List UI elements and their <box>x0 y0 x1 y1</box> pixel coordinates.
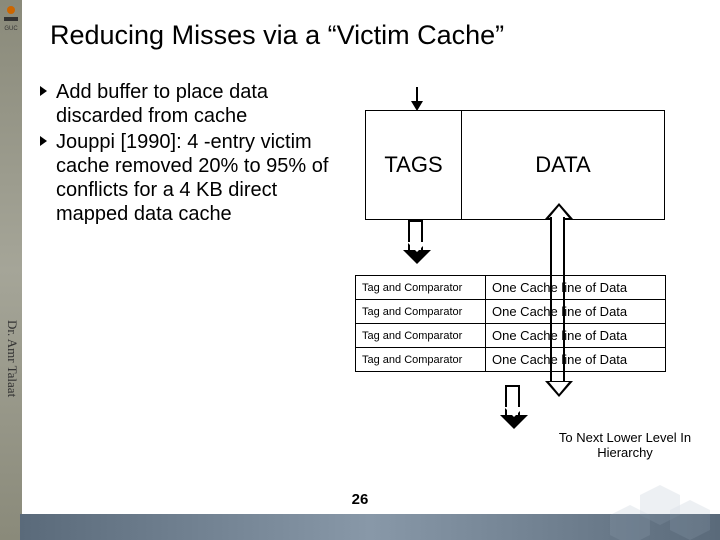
chevron-right-icon <box>38 84 52 98</box>
table-row: Tag and Comparator One Cache line of Dat… <box>356 300 666 324</box>
tags-column-label: TAGS <box>366 111 462 219</box>
bullet-list: Add buffer to place data discarded from … <box>38 80 348 228</box>
guc-logo-icon: GUC <box>2 4 20 34</box>
victim-cache-table: Tag and Comparator One Cache line of Dat… <box>355 275 666 372</box>
cache-line-cell: One Cache line of Data <box>486 276 666 300</box>
cache-line-cell: One Cache line of Data <box>486 324 666 348</box>
bullet-item: Jouppi [1990]: 4 -entry victim cache rem… <box>38 130 348 226</box>
bullet-text: Add buffer to place data discarded from … <box>56 80 348 128</box>
svg-text:GUC: GUC <box>4 26 18 32</box>
victim-cache-diagram: TAGS DATA Tag and Comparator One Cache l… <box>355 95 705 495</box>
cache-line-cell: One Cache line of Data <box>486 300 666 324</box>
hexagon-decoration-icon <box>600 480 720 540</box>
tag-comparator-cell: Tag and Comparator <box>356 300 486 324</box>
next-level-label: To Next Lower Level In Hierarchy <box>545 430 705 460</box>
main-cache-box: TAGS DATA <box>365 110 665 220</box>
cache-line-cell: One Cache line of Data <box>486 348 666 372</box>
arrow-to-lower-level-icon <box>505 385 528 439</box>
arrow-into-cache <box>411 87 423 111</box>
tag-comparator-cell: Tag and Comparator <box>356 348 486 372</box>
page-number: 26 <box>352 491 369 508</box>
table-row: Tag and Comparator One Cache line of Dat… <box>356 324 666 348</box>
tag-comparator-cell: Tag and Comparator <box>356 276 486 300</box>
bullet-item: Add buffer to place data discarded from … <box>38 80 348 128</box>
left-sidebar-stripe <box>0 0 22 540</box>
author-label: Dr. Amr Talaat <box>4 320 20 397</box>
table-row: Tag and Comparator One Cache line of Dat… <box>356 348 666 372</box>
table-row: Tag and Comparator One Cache line of Dat… <box>356 276 666 300</box>
tag-comparator-cell: Tag and Comparator <box>356 324 486 348</box>
slide-title: Reducing Misses via a “Victim Cache” <box>50 20 504 51</box>
arrow-tags-down-icon <box>408 220 431 274</box>
bullet-text: Jouppi [1990]: 4 -entry victim cache rem… <box>56 130 348 226</box>
chevron-right-icon <box>38 134 52 148</box>
